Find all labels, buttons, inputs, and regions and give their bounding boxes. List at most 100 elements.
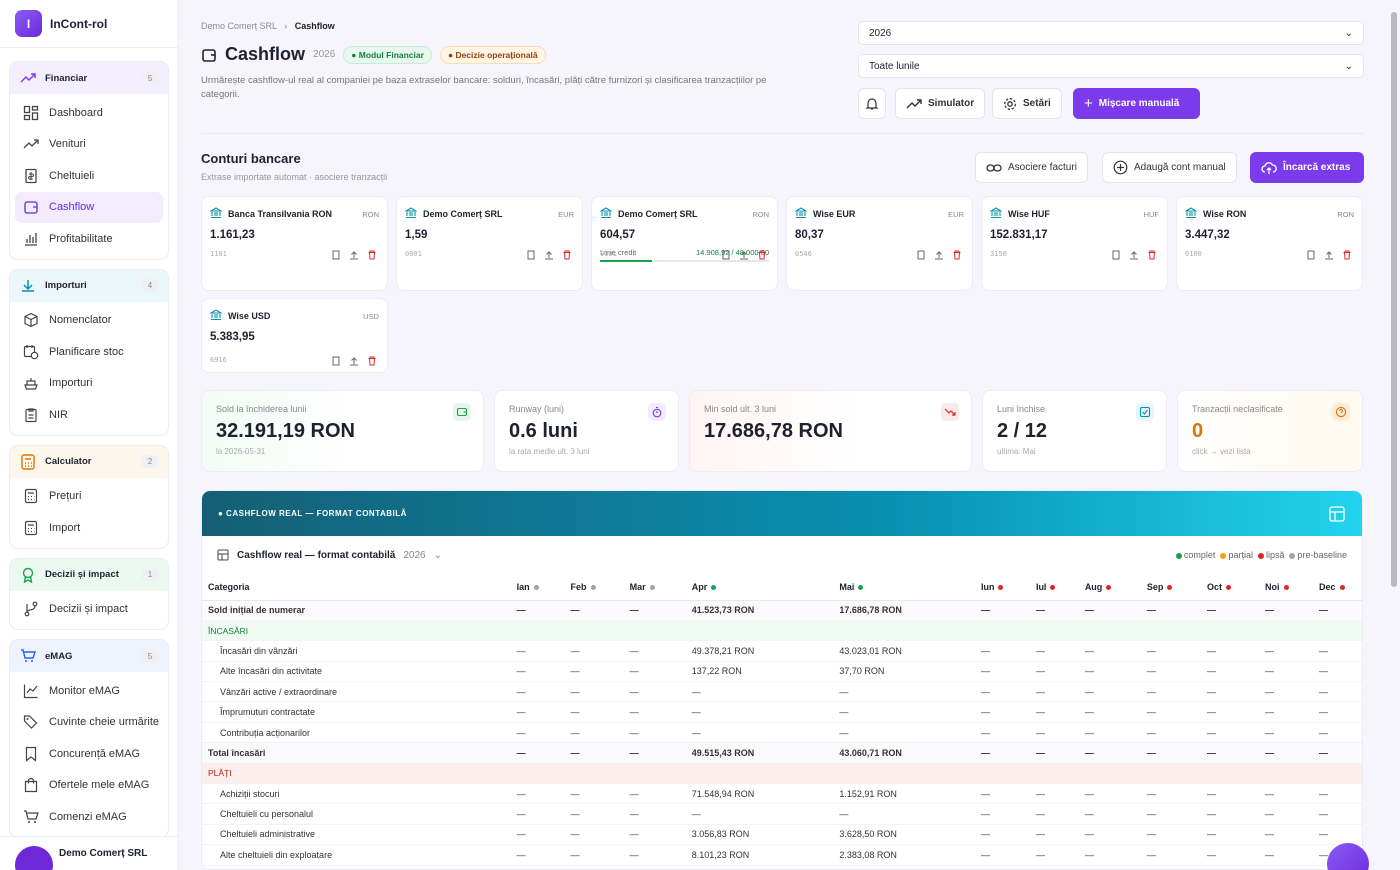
- associate-invoices-button[interactable]: Asociere facturi: [975, 152, 1088, 183]
- accounts-title: Conturi bancare: [201, 151, 301, 166]
- document-icon[interactable]: [1111, 250, 1121, 260]
- sidebar-item-dashboard[interactable]: Dashboard: [10, 97, 168, 129]
- column-header-month[interactable]: Aug: [1078, 574, 1141, 601]
- cell-value: —: [1140, 600, 1201, 621]
- simulator-button[interactable]: Simulator: [895, 88, 986, 119]
- upload-icon[interactable]: [739, 250, 749, 260]
- sidebar-item-venituri[interactable]: Venituri: [10, 129, 168, 161]
- sidebar-group-header[interactable]: Financiar 5: [10, 62, 168, 94]
- document-icon[interactable]: [721, 250, 731, 260]
- bank-account-name: Wise HUF: [1008, 209, 1050, 219]
- month-status-dot: [1339, 584, 1345, 590]
- sidebar-item-cheltuieli[interactable]: Cheltuieli: [10, 160, 168, 192]
- kpi-subtitle: la 2026-05-31: [216, 447, 266, 456]
- upload-icon[interactable]: [544, 250, 554, 260]
- bank-account-card[interactable]: Wise HUF HUF 152.831,17 3150: [981, 196, 1168, 291]
- bank-account-card[interactable]: Wise RON RON 3.447,32 0100: [1176, 196, 1363, 291]
- column-header-month[interactable]: Dec: [1313, 574, 1362, 601]
- manual-movement-button[interactable]: + Mișcare manuală: [1073, 88, 1200, 119]
- sidebar-item-preturi[interactable]: Prețuri: [10, 481, 168, 513]
- bank-account-card[interactable]: Demo Comerț SRL EUR 1,59 0001: [396, 196, 583, 291]
- document-icon[interactable]: [331, 356, 341, 366]
- brand[interactable]: I InCont-rol: [0, 0, 178, 48]
- document-icon[interactable]: [526, 250, 536, 260]
- company-switcher[interactable]: Demo Comerț SRL: [0, 836, 178, 870]
- column-header-month[interactable]: Ian: [510, 574, 565, 601]
- document-icon[interactable]: [1306, 250, 1316, 260]
- trash-icon[interactable]: [757, 250, 767, 260]
- upload-statement-button[interactable]: Încarcă extras: [1250, 152, 1364, 183]
- column-header-month[interactable]: Iun: [974, 574, 1030, 601]
- upload-icon[interactable]: [349, 356, 359, 366]
- chevron-down-icon: ⌄: [1344, 27, 1353, 39]
- kpi-card-4[interactable]: Luni închise 2 / 12 ultima: Mai: [982, 390, 1167, 472]
- sidebar-group-header[interactable]: Calculator 2: [10, 445, 168, 478]
- bank-account-card[interactable]: Banca Transilvania RON RON 1.161,23 1101: [201, 196, 388, 291]
- upload-icon[interactable]: [934, 250, 944, 260]
- settings-button[interactable]: Setări: [992, 88, 1062, 119]
- sidebar-item-decizii-si-impact[interactable]: Decizii și impact: [10, 594, 168, 626]
- month-select[interactable]: Toate lunile ⌄: [858, 54, 1364, 78]
- upload-icon[interactable]: [1324, 250, 1334, 260]
- bank-account-balance: 80,37: [795, 229, 824, 241]
- notifications-button[interactable]: [858, 88, 886, 119]
- legend-dot: [1220, 552, 1227, 559]
- cell-value: —: [974, 803, 1030, 825]
- upload-icon[interactable]: [349, 250, 359, 260]
- month-label: Mai: [839, 581, 855, 592]
- bank-account-card[interactable]: Demo Comerț SRL RON 604,57 Linie credit 14.9…: [591, 196, 778, 291]
- scrollbar[interactable]: [1391, 12, 1397, 587]
- kpi-card-3[interactable]: Min sold ult. 3 luni 17.686,78 RON: [689, 390, 972, 472]
- kpi-card-1[interactable]: Sold la închiderea lunii 32.191,19 RON la …: [201, 390, 484, 472]
- sidebar-group-header[interactable]: Importuri 4: [10, 269, 168, 302]
- sidebar-group-header[interactable]: eMAG 5: [10, 640, 168, 672]
- column-header-month[interactable]: Noi: [1259, 574, 1314, 601]
- sidebar-item-nir[interactable]: NIR: [10, 399, 168, 431]
- row-label: Total încasări: [202, 742, 511, 764]
- year-select[interactable]: 2026 ⌄: [858, 21, 1364, 45]
- document-icon[interactable]: [916, 250, 926, 260]
- kpi-card-2[interactable]: Runway (luni) 0.6 luni la rata medie ult. …: [494, 390, 679, 472]
- table-icon[interactable]: [1328, 505, 1346, 523]
- sidebar-item-concurenta-emag[interactable]: Concurență eMAG: [10, 738, 168, 770]
- sidebar-item-cuvinte-cheie-urmarite[interactable]: Cuvinte cheie urmărite: [10, 707, 168, 739]
- document-icon[interactable]: [331, 250, 341, 260]
- column-header-month[interactable]: Sep: [1140, 574, 1201, 601]
- sidebar-item-planificare-stoc[interactable]: Planificare stoc: [10, 336, 168, 368]
- bank-account-card[interactable]: Wise USD USD 5.383,95 6916: [201, 298, 388, 373]
- bank-account-card[interactable]: Wise EUR EUR 80,37 0546: [786, 196, 973, 291]
- cell-value: —: [1078, 824, 1141, 846]
- bank-account-actions: [1306, 250, 1352, 260]
- sidebar-item-profitabilitate[interactable]: Profitabilitate: [10, 223, 168, 255]
- trash-icon[interactable]: [367, 250, 377, 260]
- bank-account-name: Demo Comerț SRL: [618, 209, 698, 219]
- assistant-fab[interactable]: [1327, 843, 1369, 870]
- column-header-month[interactable]: Mar: [623, 574, 686, 601]
- trash-icon[interactable]: [562, 250, 572, 260]
- sidebar-item-importuri[interactable]: Importuri: [10, 368, 168, 400]
- sidebar-item-monitor-emag[interactable]: Monitor eMAG: [10, 675, 168, 707]
- sidebar-item-import[interactable]: Import: [10, 512, 168, 544]
- bell-icon: [865, 97, 879, 110]
- column-header-month[interactable]: Feb: [564, 574, 624, 601]
- add-account-button[interactable]: Adaugă cont manual: [1102, 152, 1237, 183]
- upload-icon[interactable]: [1129, 250, 1139, 260]
- trash-icon[interactable]: [1147, 250, 1157, 260]
- sidebar-item-nomenclator[interactable]: Nomenclator: [10, 305, 168, 337]
- sidebar-item-cashflow[interactable]: Cashflow: [15, 191, 163, 223]
- sidebar-item-comenzi-emag[interactable]: Comenzi eMAG: [10, 801, 168, 833]
- trash-icon[interactable]: [367, 356, 377, 366]
- chevron-down-icon[interactable]: ⌄: [433, 549, 443, 561]
- sidebar-item-ofertele-mele-emag[interactable]: Ofertele mele eMAG: [10, 770, 168, 802]
- month-label: Feb: [570, 581, 587, 592]
- kpi-card-5[interactable]: Tranzacții neclasificate 0 click → vezi li…: [1177, 390, 1363, 472]
- column-header-month[interactable]: Mai: [833, 574, 975, 601]
- breadcrumb-parent[interactable]: Demo Comerț SRL: [201, 21, 277, 31]
- column-header-month[interactable]: Oct: [1201, 574, 1260, 601]
- trash-icon[interactable]: [952, 250, 962, 260]
- sidebar-group-header[interactable]: Decizii și impact 1: [10, 558, 168, 591]
- cell-value: —: [623, 600, 686, 621]
- column-header-month[interactable]: Apr: [685, 574, 834, 601]
- trash-icon[interactable]: [1342, 250, 1352, 260]
- column-header-month[interactable]: Iul: [1029, 574, 1079, 601]
